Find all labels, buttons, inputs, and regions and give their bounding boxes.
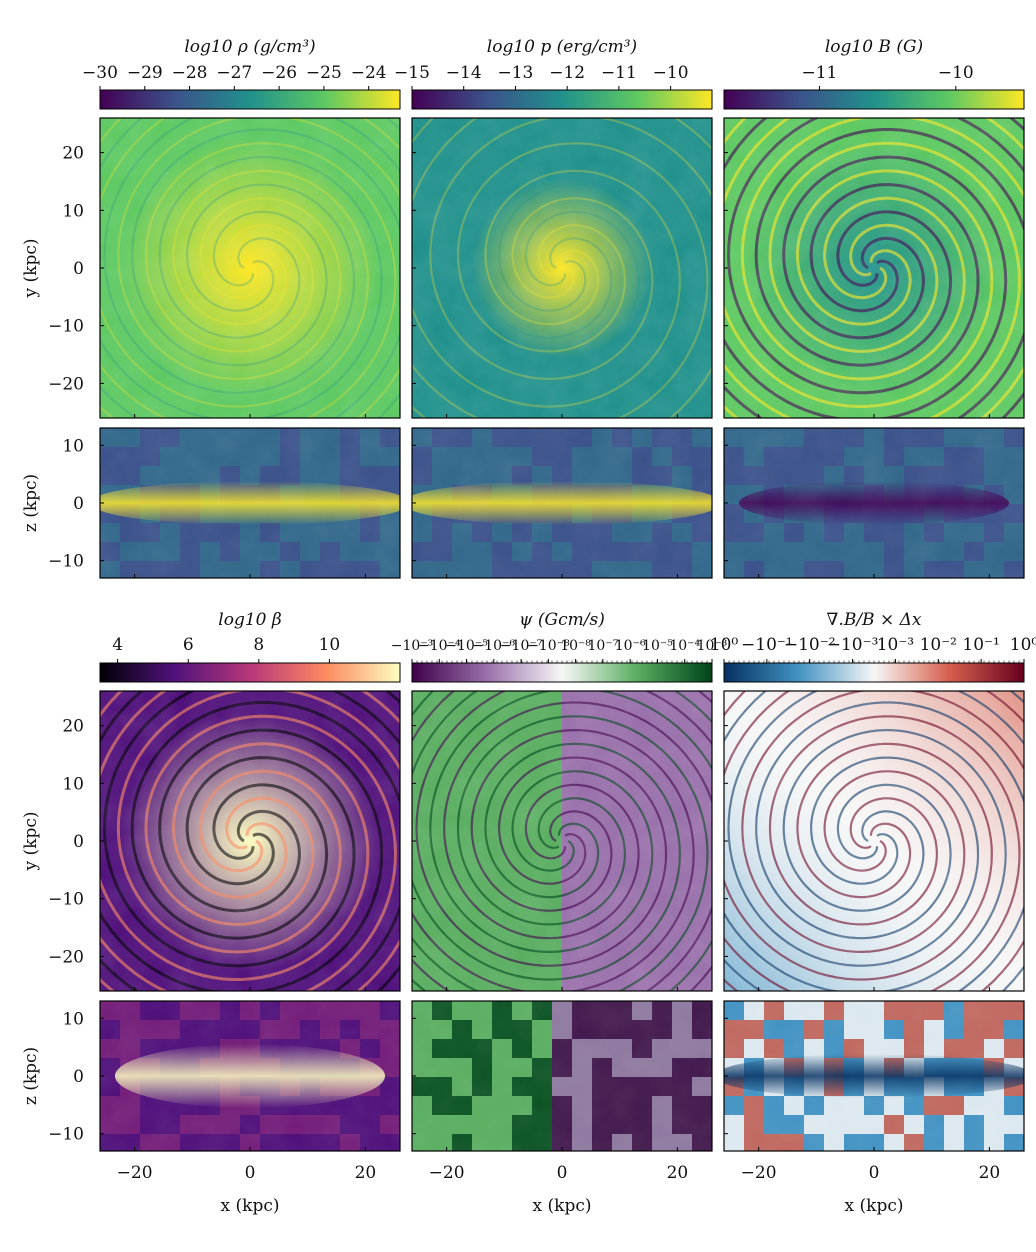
colorbar-tick-label: 10⁻³ bbox=[697, 638, 728, 654]
colorbar-tick-label: −30 bbox=[82, 63, 118, 83]
colorbar-tick-label: −24 bbox=[351, 63, 387, 83]
colorbar-label-2: log10 p (erg/cm³) bbox=[487, 37, 637, 57]
x-tick-label: 20 bbox=[979, 1163, 1001, 1183]
colorbar-4 bbox=[99, 662, 401, 683]
colorbar-tick-label: −28 bbox=[172, 63, 208, 83]
colorbar-tick-label: −29 bbox=[127, 63, 163, 83]
colorbar-label-4: log10 β bbox=[218, 610, 282, 630]
colorbar-tick-label: 10⁰ bbox=[710, 635, 739, 655]
colorbar-tick-label: −25 bbox=[306, 63, 342, 83]
colorbar-tick-label: 10⁻² bbox=[920, 635, 957, 655]
colorbar-tick-label: −10 bbox=[653, 63, 689, 83]
colorbar-tick-label: 10⁻⁶ bbox=[615, 638, 646, 654]
x-axis-label: x (kpc) bbox=[533, 1196, 592, 1216]
colorbar-3 bbox=[723, 89, 1025, 110]
colorbar-tick-label: 10⁻⁸ bbox=[560, 638, 591, 654]
x-axis-label: x (kpc) bbox=[221, 1196, 280, 1216]
colorbar-label-3: log10 B (G) bbox=[825, 37, 923, 57]
colorbar-tick-label: −11 bbox=[601, 63, 637, 83]
y-tick-label: 10 bbox=[62, 201, 84, 221]
edge-on-map-5 bbox=[412, 1001, 712, 1151]
colorbar-6 bbox=[723, 662, 1025, 683]
z-tick-label: −10 bbox=[48, 1125, 84, 1145]
colorbar-tick-label: 10⁻⁵ bbox=[642, 638, 673, 654]
edge-on-map-2 bbox=[412, 428, 712, 578]
colorbar-tick-label: −10⁻⁸ bbox=[527, 638, 570, 654]
y-tick-label: −10 bbox=[48, 317, 84, 337]
edge-on-map-4 bbox=[100, 1001, 400, 1151]
colorbar-tick-label: 10⁰ bbox=[1010, 635, 1036, 655]
y-tick-label: 0 bbox=[73, 259, 84, 279]
colorbar-label-6: ∇.B/B × Δx bbox=[827, 610, 922, 630]
z-tick-label: 0 bbox=[73, 494, 84, 514]
colorbar-2 bbox=[411, 89, 713, 110]
face-on-map-4 bbox=[100, 691, 400, 991]
colorbar-tick-label: 10⁻⁴ bbox=[669, 638, 700, 654]
y-tick-label: 0 bbox=[73, 832, 84, 852]
y-tick-label: −20 bbox=[48, 374, 84, 394]
face-on-map-5 bbox=[412, 691, 712, 991]
colorbar-tick-label: −10⁻² bbox=[784, 635, 836, 655]
x-tick-label: 0 bbox=[557, 1163, 568, 1183]
colorbar-tick-label: −15 bbox=[394, 63, 430, 83]
z-tick-label: −10 bbox=[48, 552, 84, 572]
colorbar-label-1: log10 ρ (g/cm³) bbox=[184, 37, 315, 57]
x-tick-label: 0 bbox=[869, 1163, 880, 1183]
colorbar-tick-label: 10⁻¹ bbox=[962, 635, 999, 655]
colorbar-tick-label: −27 bbox=[216, 63, 252, 83]
y-tick-label: −20 bbox=[48, 947, 84, 967]
colorbar-tick-label: −12 bbox=[549, 63, 585, 83]
face-on-map-6 bbox=[724, 691, 1024, 991]
colorbar-5 bbox=[411, 662, 713, 683]
face-on-map-2 bbox=[412, 118, 712, 418]
y-tick-label: 10 bbox=[62, 774, 84, 794]
colorbar-tick-label: 10 bbox=[319, 635, 341, 655]
face-on-map-3 bbox=[724, 118, 1024, 418]
colorbar-label-5: ψ (Gcm/s) bbox=[519, 610, 605, 630]
y-tick-label: −10 bbox=[48, 890, 84, 910]
colorbar-tick-label: 4 bbox=[112, 635, 123, 655]
z-axis-label: z (kpc) bbox=[21, 1047, 41, 1105]
x-tick-label: 20 bbox=[355, 1163, 377, 1183]
colorbar-tick-label: −10 bbox=[938, 63, 974, 83]
z-tick-label: 10 bbox=[62, 1009, 84, 1029]
y-axis-label: y (kpc) bbox=[21, 812, 41, 872]
edge-on-map-1 bbox=[100, 428, 400, 578]
x-tick-label: −20 bbox=[117, 1163, 153, 1183]
x-tick-label: 20 bbox=[667, 1163, 689, 1183]
colorbar-tick-label: −10⁻⁵ bbox=[445, 638, 488, 654]
y-tick-label: 20 bbox=[62, 717, 84, 737]
z-tick-label: 10 bbox=[62, 436, 84, 456]
x-axis-label: x (kpc) bbox=[845, 1196, 904, 1216]
z-axis-label: z (kpc) bbox=[21, 474, 41, 532]
colorbar-tick-label: −26 bbox=[261, 63, 297, 83]
colorbar-tick-label: −11 bbox=[802, 63, 838, 83]
z-tick-label: 0 bbox=[73, 1067, 84, 1087]
x-tick-label: −20 bbox=[429, 1163, 465, 1183]
colorbar-tick-label: −10⁻⁶ bbox=[473, 638, 516, 654]
y-axis-label: y (kpc) bbox=[21, 239, 41, 299]
x-tick-label: −20 bbox=[741, 1163, 777, 1183]
colorbar-tick-label: −10⁻³ bbox=[827, 635, 879, 655]
colorbar-tick-label: −10⁻⁷ bbox=[500, 638, 543, 654]
edge-on-map-3 bbox=[724, 428, 1024, 578]
colorbar-tick-label: −14 bbox=[446, 63, 482, 83]
colorbar-tick-label: −13 bbox=[498, 63, 534, 83]
colorbar-tick-label: 6 bbox=[183, 635, 194, 655]
edge-on-map-6 bbox=[724, 1001, 1024, 1151]
colorbar-1 bbox=[99, 89, 401, 110]
y-tick-label: 20 bbox=[62, 144, 84, 164]
colorbar-tick-label: −10⁻³ bbox=[391, 638, 434, 654]
colorbar-tick-label: −10⁻¹ bbox=[741, 635, 793, 655]
colorbar-tick-label: −10⁻⁴ bbox=[418, 638, 461, 654]
x-tick-label: 0 bbox=[245, 1163, 256, 1183]
colorbar-tick-label: 10⁻⁷ bbox=[587, 638, 618, 654]
colorbar-tick-label: 10⁻³ bbox=[877, 635, 914, 655]
colorbar-tick-label: 8 bbox=[253, 635, 264, 655]
face-on-map-1 bbox=[100, 118, 400, 418]
